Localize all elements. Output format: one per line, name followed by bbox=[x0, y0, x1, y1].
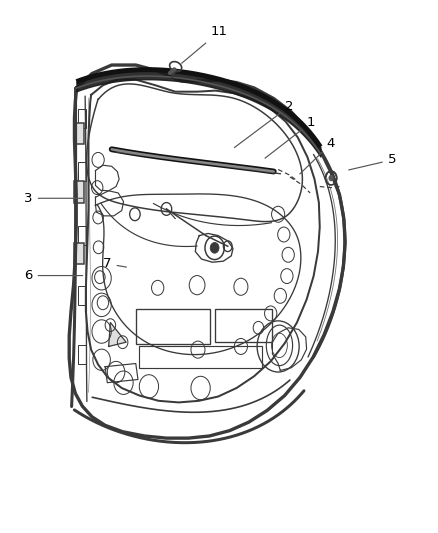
Bar bbox=[74, 181, 84, 203]
Bar bbox=[74, 243, 84, 264]
Text: 7: 7 bbox=[103, 257, 127, 270]
Bar bbox=[78, 109, 86, 128]
Circle shape bbox=[210, 243, 219, 253]
Bar bbox=[78, 345, 86, 364]
Text: 3: 3 bbox=[24, 192, 83, 205]
Text: 4: 4 bbox=[300, 138, 335, 174]
Bar bbox=[74, 123, 84, 144]
Text: 6: 6 bbox=[24, 269, 83, 282]
Polygon shape bbox=[109, 322, 126, 346]
Text: 2: 2 bbox=[234, 100, 293, 148]
Circle shape bbox=[328, 175, 334, 181]
Text: 5: 5 bbox=[349, 154, 396, 170]
Bar bbox=[78, 226, 86, 245]
Bar bbox=[78, 286, 86, 305]
Text: 11: 11 bbox=[182, 26, 227, 63]
Text: 1: 1 bbox=[265, 116, 315, 158]
Bar bbox=[78, 162, 86, 181]
